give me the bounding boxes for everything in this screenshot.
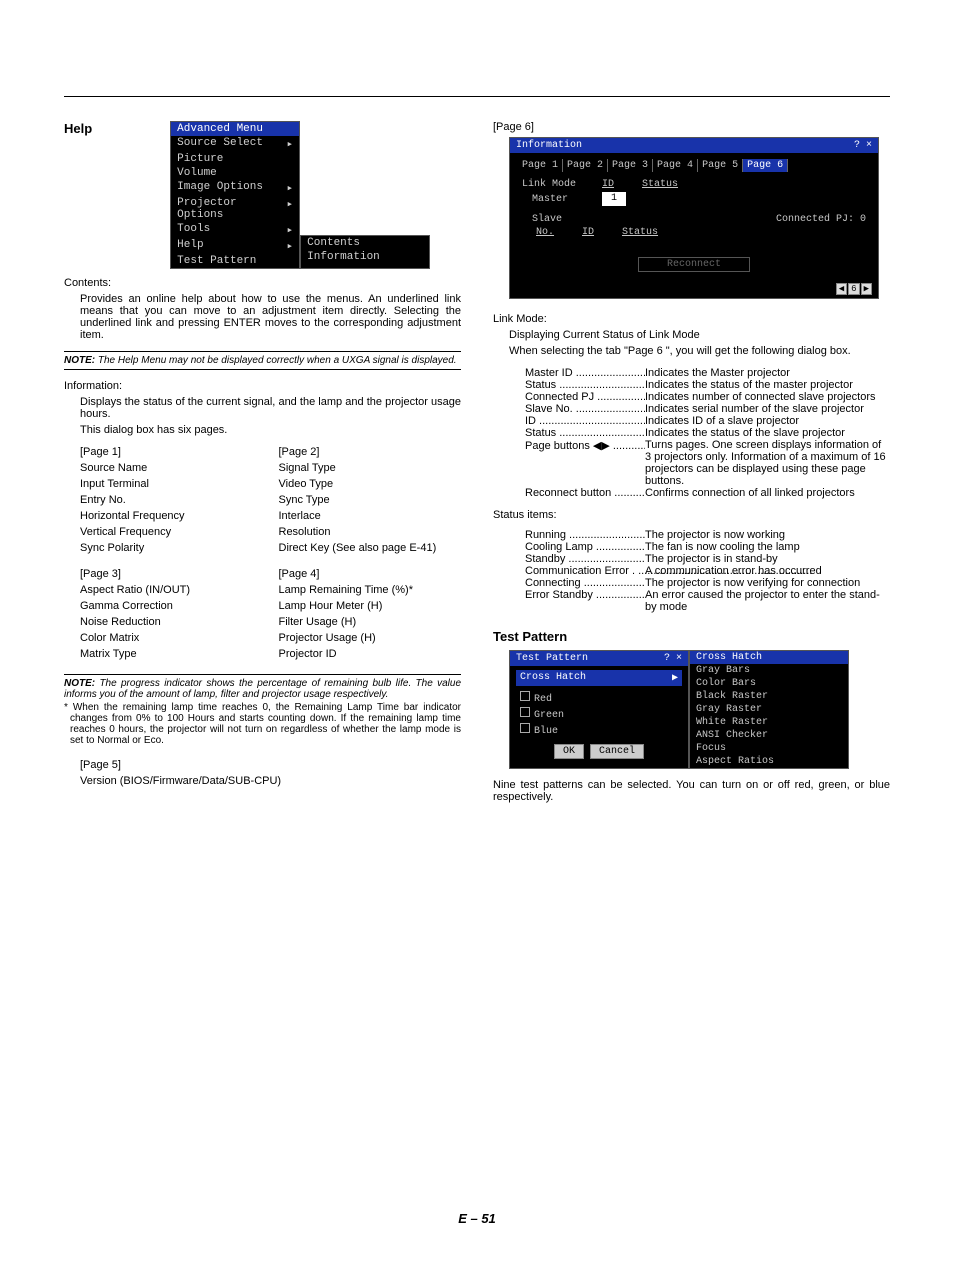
- menu-header: Advanced Menu: [171, 122, 299, 136]
- titlebar-icons: ? ×: [854, 140, 872, 151]
- tp-option[interactable]: Black Raster: [690, 690, 848, 703]
- test-pattern-desc: Nine test patterns can be selected. You …: [493, 779, 890, 803]
- info-desc1: Displays the status of the current signa…: [80, 396, 461, 420]
- menu-item: Tools▸: [171, 222, 299, 238]
- ok-button[interactable]: OK: [554, 744, 584, 759]
- checkbox-green[interactable]: Green: [516, 706, 682, 722]
- tp-option[interactable]: White Raster: [690, 716, 848, 729]
- info-desc2: This dialog box has six pages.: [80, 424, 461, 436]
- note-progress: NOTE: The progress indicator shows the p…: [64, 674, 461, 749]
- advanced-menu-screenshot: Advanced Menu Source Select▸PictureVolum…: [170, 121, 430, 269]
- link-mode-definitions: Master IDIndicates the Master projectorS…: [493, 367, 890, 499]
- menu-item: Test Pattern: [171, 254, 299, 268]
- tab[interactable]: Page 3: [608, 159, 653, 172]
- page2-list: [Page 2]Signal TypeVideo TypeSync TypeIn…: [279, 446, 462, 558]
- contents-desc: Provides an online help about how to use…: [80, 293, 461, 341]
- menu-item: Help▸: [171, 238, 299, 254]
- tp-option[interactable]: Color Bars: [690, 677, 848, 690]
- help-heading: Help: [64, 121, 92, 136]
- submenu-information: Information: [301, 250, 429, 264]
- page-footer: E – 51: [0, 1211, 954, 1226]
- checkbox-red[interactable]: Red: [516, 690, 682, 706]
- test-pattern-screenshot: Test Pattern ? × Cross Hatch▶ RedGreenBl…: [509, 650, 890, 769]
- tp-option[interactable]: Gray Raster: [690, 703, 848, 716]
- info-title: Information: [516, 140, 582, 151]
- tp-option[interactable]: Cross Hatch: [690, 651, 848, 664]
- menu-item: Source Select▸: [171, 136, 299, 152]
- link-mode-title: Link Mode:: [493, 313, 890, 325]
- tp-option[interactable]: Aspect Ratios: [690, 755, 848, 768]
- information-page6-screenshot: Information ? × Page 1Page 2Page 3Page 4…: [509, 137, 879, 299]
- cancel-button[interactable]: Cancel: [590, 744, 644, 759]
- tab[interactable]: Page 1: [518, 159, 563, 172]
- page5-label: [Page 5]: [80, 759, 461, 771]
- menu-item: Projector Options▸: [171, 196, 299, 222]
- link-mode-desc1: Displaying Current Status of Link Mode: [509, 329, 890, 341]
- left-column: Help Advanced Menu Source Select▸Picture…: [64, 121, 461, 807]
- link-mode-desc2: When selecting the tab "Page 6 ", you wi…: [509, 345, 890, 357]
- tp-option[interactable]: Gray Bars: [690, 664, 848, 677]
- page4-list: [Page 4]Lamp Remaining Time (%)*Lamp Hou…: [279, 568, 462, 664]
- right-column: [Page 6] Information ? × Page 1Page 2Pag…: [493, 121, 890, 807]
- test-pattern-heading: Test Pattern: [493, 629, 890, 644]
- submenu-contents: Contents: [301, 236, 429, 250]
- note-uxga: NOTE: The Help Menu may not be displayed…: [64, 351, 461, 370]
- menu-item: Volume: [171, 166, 299, 180]
- checkbox-blue[interactable]: Blue: [516, 722, 682, 738]
- contents-label: Contents:: [64, 277, 461, 289]
- dropdown-arrow-icon: ▶: [672, 672, 678, 684]
- information-label: Information:: [64, 380, 461, 392]
- tp-option[interactable]: ANSI Checker: [690, 729, 848, 742]
- status-definitions: RunningThe projector is now workingCooli…: [493, 529, 890, 613]
- tab[interactable]: Page 6: [743, 159, 788, 172]
- tab[interactable]: Page 2: [563, 159, 608, 172]
- pager: ◀6▶: [510, 284, 878, 298]
- status-items-title: Status items:: [493, 509, 890, 521]
- page1-list: [Page 1]Source NameInput TerminalEntry N…: [80, 446, 263, 558]
- page3-list: [Page 3]Aspect Ratio (IN/OUT)Gamma Corre…: [80, 568, 263, 664]
- menu-item: Image Options▸: [171, 180, 299, 196]
- reconnect-button[interactable]: Reconnect: [638, 257, 750, 272]
- tab[interactable]: Page 5: [698, 159, 743, 172]
- menu-item: Picture: [171, 152, 299, 166]
- tab[interactable]: Page 4: [653, 159, 698, 172]
- page5-version: Version (BIOS/Firmware/Data/SUB-CPU): [80, 775, 461, 787]
- tp-option[interactable]: Focus: [690, 742, 848, 755]
- page6-label: [Page 6]: [493, 121, 890, 133]
